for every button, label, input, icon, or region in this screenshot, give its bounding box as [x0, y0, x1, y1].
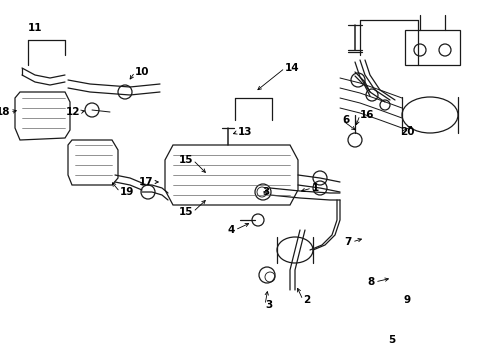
Text: 8: 8 [367, 277, 374, 287]
Text: 3: 3 [264, 300, 272, 310]
Text: 10: 10 [135, 67, 149, 77]
Text: 5: 5 [387, 335, 394, 345]
Text: 2: 2 [303, 295, 309, 305]
Text: 6: 6 [341, 115, 348, 125]
Text: 4: 4 [227, 225, 235, 235]
Text: 15: 15 [178, 155, 193, 165]
Text: 16: 16 [359, 110, 374, 120]
Text: 17: 17 [138, 177, 153, 187]
Text: 19: 19 [120, 187, 134, 197]
Text: 3: 3 [262, 187, 269, 197]
Text: 9: 9 [402, 295, 409, 305]
Text: 1: 1 [311, 183, 319, 193]
Text: 18: 18 [0, 107, 10, 117]
Text: 7: 7 [344, 237, 351, 247]
Text: 13: 13 [238, 127, 252, 137]
Text: 11: 11 [28, 23, 42, 33]
Text: 12: 12 [65, 107, 80, 117]
Text: 15: 15 [178, 207, 193, 217]
Text: 20: 20 [399, 127, 414, 137]
Text: 14: 14 [285, 63, 299, 73]
